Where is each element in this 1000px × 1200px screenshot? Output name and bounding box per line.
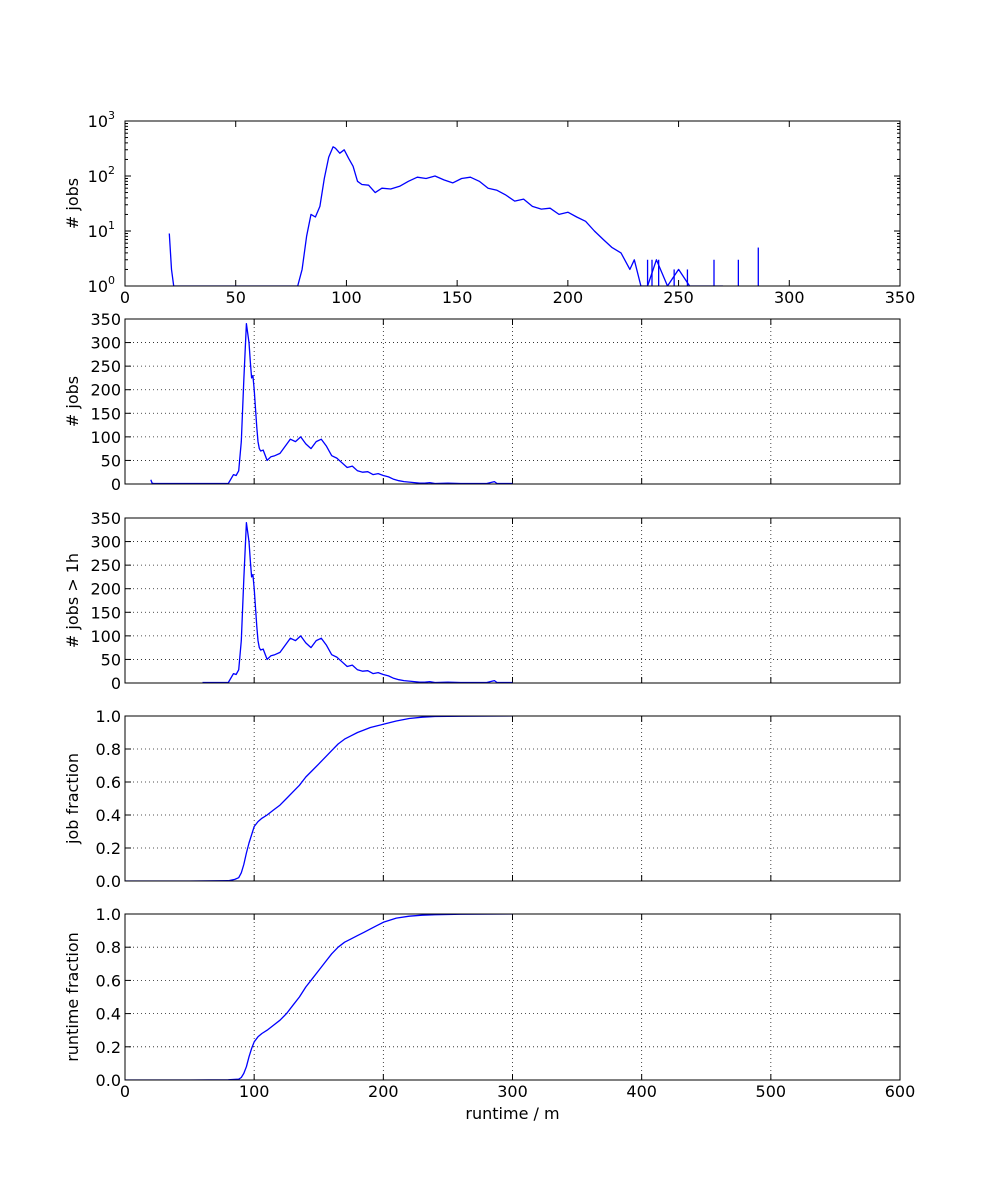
y-tick-label: 0.0 [96,872,121,891]
y-axis-label: job fraction [63,753,82,845]
y-tick-label: 150 [90,404,121,423]
x-tick-label: 600 [885,1082,916,1101]
chart-panel-4: 0.0 0.2 0.4 0.6 0.8 1.0 job fraction [63,707,901,891]
x-tick-label: 0 [120,288,130,307]
series-line [202,522,513,683]
y-tick-label: 250 [90,357,121,376]
y-tick-label: 103 [88,109,115,131]
x-tick-label: 400 [626,1082,657,1101]
x-tick-label: 0 [120,1082,130,1101]
y-tick-label: 0.8 [96,938,121,957]
y-tick-label: 0.8 [96,740,121,759]
y-tick-label: 300 [90,533,121,552]
y-tick-label: 102 [88,164,115,186]
chart-panel-3: 0 50 100 150 200 250 300 350 # jobs > 1h [63,509,901,693]
y-tick-label: 0.0 [96,1071,121,1090]
y-tick-label: 50 [101,451,121,470]
axes-frame [124,715,901,882]
y-axis-label: # jobs [63,376,82,427]
y-axis-label: # jobs [63,178,82,229]
x-axis-label: runtime / m [465,1104,559,1123]
y-tick-label: 0.2 [96,839,121,858]
y-tick-label: 50 [101,650,121,669]
y-tick-label: 0.4 [96,1005,121,1024]
x-tick-label: 300 [774,288,805,307]
x-tick-label: 100 [239,1082,270,1101]
y-tick-label: 350 [90,509,121,528]
y-tick-label: 250 [90,556,121,575]
y-tick-label: 0.2 [96,1038,121,1057]
y-tick-label: 100 [90,627,121,646]
y-tick-label: 0.6 [96,971,121,990]
series-line [150,323,513,484]
y-tick-label: 0.4 [96,806,121,825]
x-tick-label: 150 [442,288,473,307]
axes-frame [124,318,901,485]
axes-frame [124,120,901,287]
y-tick-label: 100 [90,428,121,447]
y-tick-exponent: 3 [108,109,115,122]
y-tick-exponent: 1 [108,219,115,232]
y-tick-label: 1.0 [96,905,121,924]
y-axis-label: # jobs > 1h [63,553,82,648]
x-tick-label: 200 [553,288,584,307]
y-tick-label: 200 [90,381,121,400]
chart-panel-2: 0 50 100 150 200 250 300 350 # jobs [63,310,901,494]
series-line [125,716,513,881]
x-tick-label: 50 [226,288,246,307]
y-axis-label: runtime fraction [63,932,82,1062]
x-tick-label: 100 [331,288,362,307]
y-tick-exponent: 0 [108,274,115,287]
series-line [125,914,513,1080]
y-tick-label: 1.0 [96,707,121,726]
x-tick-label: 250 [663,288,694,307]
axes-frame [124,517,901,684]
x-tick-label: 350 [885,288,916,307]
y-tick-label: 0 [111,475,121,494]
y-tick-label: 200 [90,580,121,599]
y-tick-label: 150 [90,603,121,622]
chart-panel-5: 0.0 0.2 0.4 0.6 0.8 1.0 0 100 200 300 400 500 600 run… [63,905,915,1123]
y-tick-label: 350 [90,310,121,329]
x-tick-label: 200 [368,1082,399,1101]
x-tick-label: 500 [756,1082,787,1101]
y-tick-label: 300 [90,334,121,353]
y-tick-label: 0.6 [96,773,121,792]
series-line [168,146,723,286]
y-tick-label: 0 [111,674,121,693]
x-tick-label: 300 [497,1082,528,1101]
y-tick-exponent: 2 [108,164,115,177]
axes-frame [124,913,901,1081]
y-tick-label: 100 [88,274,115,296]
y-tick-label: 101 [88,219,115,241]
